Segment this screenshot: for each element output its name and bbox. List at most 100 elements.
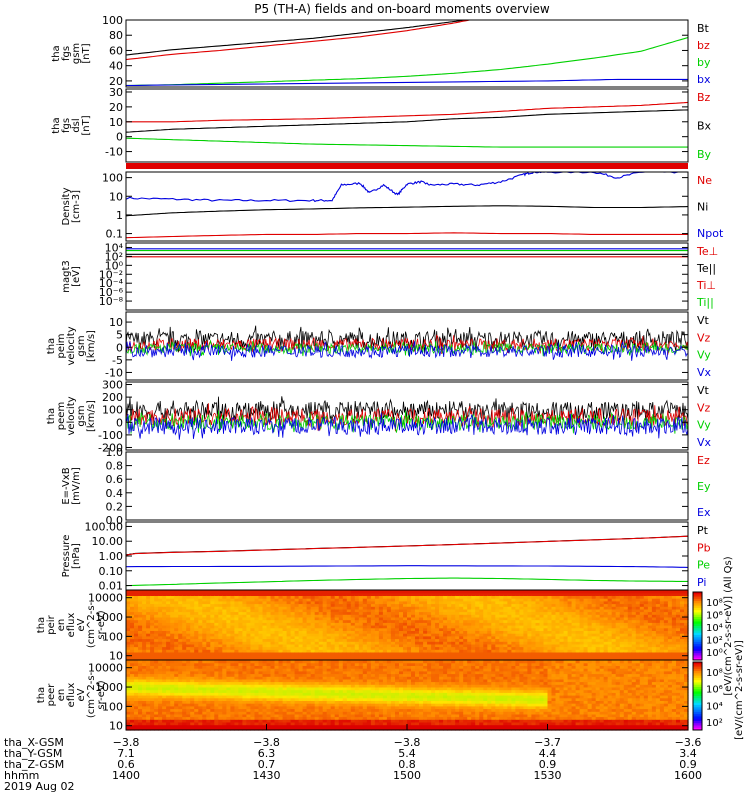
heatmap-cell: [623, 603, 629, 607]
heatmap-cell: [559, 625, 565, 629]
heatmap-cell: [587, 622, 593, 626]
heatmap-cell: [126, 673, 131, 677]
heatmap-cell: [435, 625, 440, 629]
heatmap-cell: [242, 727, 247, 731]
heatmap-cell: [218, 625, 223, 629]
heatmap-cell: [278, 705, 284, 710]
heatmap-cell: [599, 646, 605, 650]
heatmap-cell: [346, 595, 352, 599]
heatmap-cell: [130, 665, 135, 669]
heatmap-cell: [354, 633, 360, 637]
heatmap-cell: [170, 689, 175, 693]
heatmap-cell: [146, 654, 151, 658]
heatmap-cell: [543, 614, 549, 618]
heatmap-cell: [411, 643, 416, 648]
heatmap-cell: [210, 719, 215, 723]
heatmap-cell: [527, 611, 532, 615]
heatmap-cell: [350, 590, 356, 594]
y-axis-label: en: [56, 619, 67, 632]
heatmap-cell: [567, 643, 573, 648]
heatmap-cell: [178, 643, 183, 648]
heatmap-cell: [178, 611, 183, 615]
heatmap-cell: [511, 657, 516, 661]
heatmap-cell: [415, 627, 420, 631]
heatmap-cell: [603, 627, 609, 631]
heatmap-cell: [178, 651, 183, 656]
heatmap-cell: [130, 641, 135, 645]
heatmap-cell: [154, 665, 159, 669]
heatmap-cell: [503, 611, 508, 615]
heatmap-cell: [266, 614, 272, 618]
heatmap-cell: [467, 638, 472, 642]
heatmap-cell: [338, 611, 344, 615]
heatmap-cell: [535, 649, 541, 653]
heatmap-cell: [403, 635, 408, 640]
heatmap-cell: [138, 595, 143, 599]
heatmap-cell: [246, 603, 251, 607]
legend-entry-Vz: Vz: [697, 401, 711, 414]
heatmap-cell: [142, 654, 147, 658]
heatmap-cell: [234, 713, 239, 718]
heatmap-cell: [138, 608, 143, 613]
heatmap-cell: [170, 708, 175, 712]
series-line-Pb: [125, 535, 689, 556]
heatmap-cell: [447, 641, 452, 645]
heatmap-cell: [676, 654, 681, 658]
heatmap-cell: [667, 616, 673, 621]
heatmap-cell: [130, 592, 135, 596]
heatmap-cell: [282, 619, 288, 623]
heatmap-cell: [507, 635, 512, 640]
heatmap-cell: [138, 692, 143, 696]
heatmap-cell: [599, 638, 605, 642]
heatmap-cell: [567, 614, 573, 618]
heatmap-cell: [246, 619, 251, 623]
heatmap-cell: [278, 619, 284, 623]
heatmap-cell: [202, 708, 207, 712]
heatmap-cell: [362, 627, 368, 631]
heatmap-cell: [647, 614, 653, 618]
heatmap-cell: [382, 600, 388, 605]
heatmap-cell: [142, 719, 147, 723]
heatmap-cell: [254, 616, 260, 621]
heatmap-cell: [278, 641, 284, 645]
heatmap-cell: [286, 713, 292, 718]
heatmap-cell: [491, 633, 496, 637]
heatmap-cell: [142, 686, 147, 691]
heatmap-cell: [527, 633, 532, 637]
heatmap-cell: [499, 608, 504, 613]
heatmap-cell: [250, 651, 255, 656]
heatmap-cell: [190, 611, 195, 615]
heatmap-cell: [415, 646, 420, 650]
heatmap-cell: [443, 595, 448, 599]
heatmap-cell: [599, 627, 605, 631]
heatmap-cell: [680, 590, 685, 594]
heatmap-cell: [162, 727, 167, 731]
heatmap-cell: [415, 635, 420, 640]
heatmap-cell: [174, 678, 179, 683]
heatmap-cell: [539, 627, 545, 631]
heatmap-cell: [234, 681, 239, 685]
heatmap-cell: [182, 689, 187, 693]
heatmap-cell: [126, 719, 131, 723]
heatmap-cell: [306, 590, 312, 594]
heatmap-cell: [631, 590, 637, 594]
heatmap-cell: [655, 600, 661, 605]
heatmap-cell: [382, 625, 388, 629]
heatmap-cell: [150, 611, 155, 615]
heatmap-cell: [182, 606, 187, 610]
heatmap-cell: [595, 592, 601, 596]
y-tick-label: 100: [102, 14, 123, 27]
heatmap-cell: [655, 643, 661, 648]
heatmap-cell: [390, 616, 396, 621]
heatmap-cell: [639, 590, 645, 594]
heatmap-cell: [254, 670, 260, 675]
y-tick-label: 0.6: [106, 473, 124, 486]
heatmap-cell: [222, 662, 227, 666]
heatmap-cell: [551, 619, 557, 623]
heatmap-cell: [150, 668, 155, 672]
heatmap-cell: [262, 721, 268, 726]
heatmap-cell: [378, 649, 384, 653]
heatmap-cell: [559, 638, 565, 642]
heatmap-cell: [146, 606, 151, 610]
